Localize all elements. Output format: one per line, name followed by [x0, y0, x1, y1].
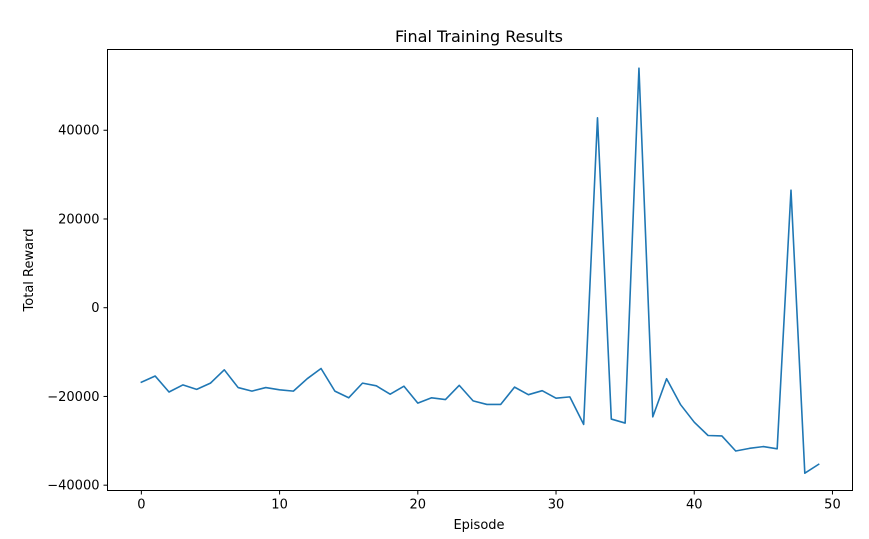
y-axis: −40000 −20000 0 20000 40000: [47, 124, 108, 494]
y-tick-label: 0: [91, 301, 99, 316]
x-tick-label: 10: [271, 498, 288, 513]
y-tick-label: −20000: [47, 390, 99, 405]
series-layer: [140, 67, 820, 475]
x-tick-label: 50: [824, 498, 841, 513]
y-tick-label: 40000: [58, 124, 99, 139]
x-tick-label: 0: [137, 498, 145, 513]
x-tick-label: 30: [548, 498, 565, 513]
x-axis: 0 10 20 30 40 50: [137, 490, 841, 513]
chart-title: Final Training Results: [395, 27, 563, 46]
x-tick-label: 20: [410, 498, 427, 513]
series-line: [140, 67, 820, 475]
plot-area-frame: [107, 49, 853, 491]
x-axis-label: Episode: [453, 518, 504, 533]
y-tick-label: −40000: [47, 479, 99, 494]
x-tick-label: 40: [686, 498, 703, 513]
y-tick-label: 20000: [58, 212, 99, 227]
y-axis-label: Total Reward: [22, 229, 37, 313]
